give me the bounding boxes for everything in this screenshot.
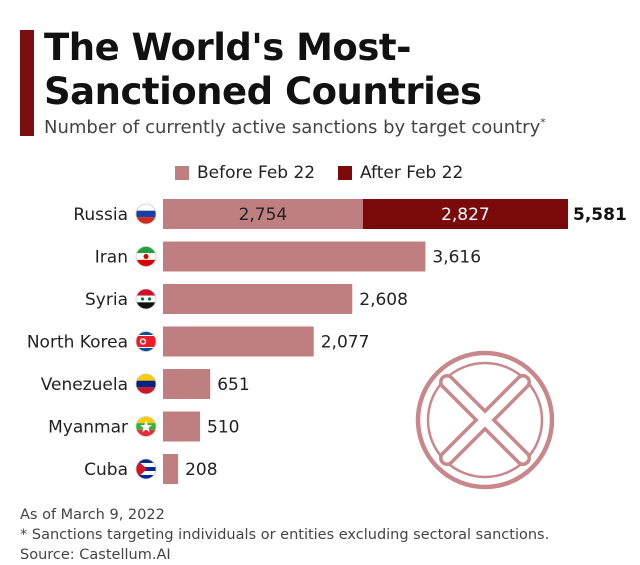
myanmar-flag-icon bbox=[135, 416, 157, 437]
bar-before-north-korea bbox=[163, 326, 314, 357]
category-label-cuba: Cuba bbox=[84, 460, 128, 480]
category-label-north-korea: North Korea bbox=[27, 333, 128, 353]
category-label-iran: Iran bbox=[95, 248, 128, 268]
legend-swatch-before bbox=[175, 166, 189, 180]
footnote: * Sanctions targeting individuals or ent… bbox=[20, 527, 550, 543]
value-label-after-russia: 2,827 bbox=[441, 205, 490, 225]
bar-before-myanmar bbox=[163, 411, 201, 442]
sanction-x-seal-icon bbox=[415, 350, 555, 490]
chart-legend: Before Feb 22 After Feb 22 bbox=[0, 163, 640, 185]
value-label-cuba: 208 bbox=[185, 460, 217, 480]
legend-item-before: Before Feb 22 bbox=[175, 163, 315, 183]
subtitle-footnote-mark: * bbox=[540, 116, 546, 129]
syria-flag-icon bbox=[135, 288, 157, 310]
title-accent-bar bbox=[20, 30, 34, 136]
bar-after-russia bbox=[362, 199, 568, 229]
legend-label-before: Before Feb 22 bbox=[197, 163, 316, 183]
north-korea-flag-icon bbox=[135, 331, 157, 352]
category-label-venezuela: Venezuela bbox=[41, 375, 128, 395]
source-note: Source: Castellum.AI bbox=[20, 547, 171, 563]
chart-subtitle: Number of currently active sanctions by … bbox=[44, 116, 546, 138]
value-label-north-korea: 2,077 bbox=[321, 333, 370, 353]
category-label-russia: Russia bbox=[73, 205, 128, 225]
value-label-total-russia: 5,581 bbox=[573, 205, 627, 225]
value-label-iran: 3,616 bbox=[432, 248, 481, 268]
legend-label-after: After Feb 22 bbox=[360, 163, 464, 183]
value-label-myanmar: 510 bbox=[207, 418, 239, 438]
value-label-before-russia: 2,754 bbox=[239, 205, 288, 225]
bar-before-russia bbox=[163, 199, 363, 229]
value-label-venezuela: 651 bbox=[217, 375, 249, 395]
value-label-syria: 2,608 bbox=[359, 290, 408, 310]
chart-title: The World's Most-Sanctioned Countries bbox=[44, 26, 482, 113]
bar-before-iran bbox=[163, 241, 426, 272]
footer: As of March 9, 2022 * Sanctions targetin… bbox=[20, 505, 549, 565]
cuba-flag-icon bbox=[135, 458, 157, 480]
bar-before-syria bbox=[163, 284, 353, 314]
bar-before-venezuela bbox=[163, 369, 211, 399]
category-label-syria: Syria bbox=[85, 290, 128, 310]
legend-item-after: After Feb 22 bbox=[338, 163, 463, 183]
legend-swatch-after bbox=[338, 166, 352, 180]
bar-before-cuba bbox=[163, 454, 179, 484]
russia-flag-icon bbox=[135, 203, 157, 225]
subtitle-text: Number of currently active sanctions by … bbox=[44, 117, 541, 138]
category-label-myanmar: Myanmar bbox=[48, 418, 128, 438]
iran-flag-icon bbox=[135, 246, 157, 267]
date-note: As of March 9, 2022 bbox=[20, 507, 165, 523]
venezuela-flag-icon bbox=[135, 373, 157, 395]
